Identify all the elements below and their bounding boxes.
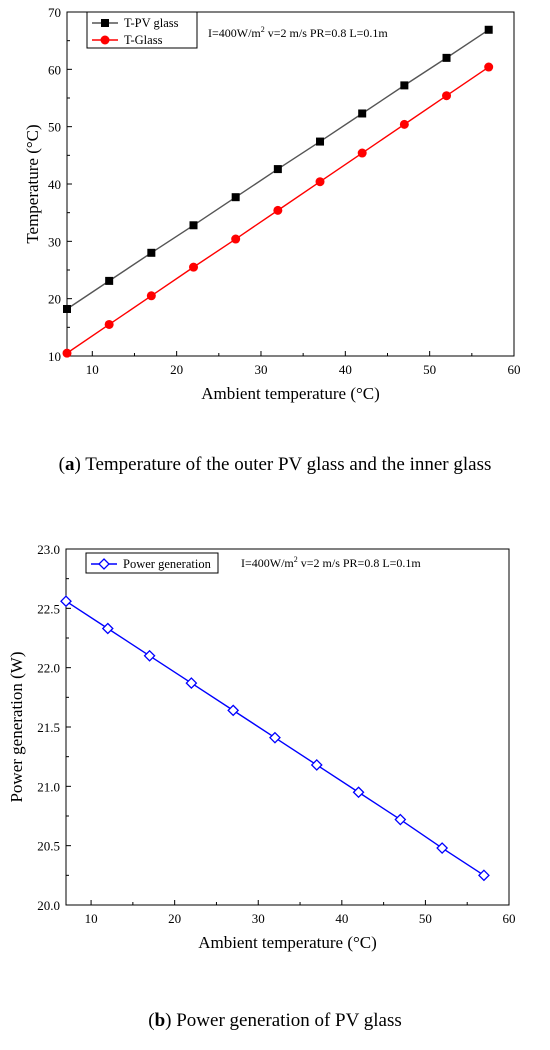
caption-b-label: b bbox=[154, 1010, 166, 1031]
chart-a-legend-marker bbox=[100, 35, 110, 45]
chart-b-data-point bbox=[310, 759, 323, 771]
caption-a-label: a bbox=[64, 454, 75, 475]
chart-a-data-point bbox=[358, 109, 367, 118]
chart-b-data-point bbox=[185, 677, 198, 690]
chart-b-data-point bbox=[394, 813, 407, 826]
chart-b-data-point bbox=[478, 869, 490, 882]
chart-b-data-point bbox=[143, 649, 156, 662]
chart-b-legend-label: Power generation bbox=[123, 557, 212, 571]
chart-a-data-point bbox=[105, 276, 114, 285]
chart-a-data-point bbox=[104, 319, 114, 329]
chart-a-x-tick-label: 20 bbox=[170, 362, 183, 377]
chart-b-y-tick-label: 20.5 bbox=[37, 839, 60, 854]
chart-b-legend-box bbox=[85, 552, 219, 574]
chart-b-y-tick-label: 22.0 bbox=[37, 661, 60, 676]
caption-a: (a) Temperature of the outer PV glass an… bbox=[58, 454, 492, 475]
chart-a-legend-label: T-Glass bbox=[124, 33, 163, 47]
chart-a-data-point bbox=[231, 193, 240, 202]
chart-b-data-point bbox=[269, 731, 281, 744]
chart-b-annotation: I=400W/m2 v=2 m/s PR=0.8 L=0.1m bbox=[241, 555, 421, 570]
chart-b-y-axis-label: Power generation (W) bbox=[7, 651, 26, 802]
chart-a-plot-frame bbox=[66, 11, 515, 357]
caption-b: (b) Power generation of PV glass bbox=[148, 1010, 402, 1031]
chart-a-data-point bbox=[147, 248, 156, 257]
chart-a-legend-label: T-PV glass bbox=[124, 16, 179, 30]
chart-a-data-point bbox=[442, 91, 452, 101]
chart-a-y-tick-label: 30 bbox=[48, 234, 61, 249]
chart-a-x-tick-label: 40 bbox=[339, 362, 352, 377]
chart-a-y-tick-label: 10 bbox=[48, 349, 61, 364]
chart-a-data-point bbox=[315, 177, 325, 187]
chart-b-data-point bbox=[227, 704, 240, 717]
chart-b-x-axis-label: Ambient temperature (°C) bbox=[198, 933, 377, 952]
chart-a-data-point bbox=[62, 348, 72, 358]
chart-a-data-point bbox=[146, 291, 156, 301]
chart-b-y-tick-label: 20.0 bbox=[37, 898, 60, 913]
chart-b-y-tick-label: 23.0 bbox=[37, 542, 60, 557]
chart-b-x-tick-label: 30 bbox=[252, 911, 265, 926]
chart-a-data-point bbox=[273, 205, 283, 215]
chart-b-data-point bbox=[352, 786, 365, 799]
chart-b-x-tick-label: 10 bbox=[85, 911, 98, 926]
chart-a-x-tick-label: 30 bbox=[254, 362, 267, 377]
chart-a-y-tick-label: 50 bbox=[48, 120, 61, 135]
chart-a-data-point bbox=[231, 234, 241, 244]
chart-b-legend-marker bbox=[98, 558, 110, 570]
chart-a-y-tick-label: 60 bbox=[48, 62, 61, 77]
chart-a-data-point bbox=[63, 304, 71, 313]
chart-b-y-tick-label: 22.5 bbox=[37, 601, 60, 616]
chart-power-generation: 10 20 30 40 50 60 20.0 20.5 21.0 21.5 22.0 22.5 23.0… bbox=[7, 542, 516, 952]
chart-b-y-tick-label: 21.5 bbox=[37, 720, 60, 735]
chart-a-data-point bbox=[316, 137, 325, 146]
chart-b-x-tick-label: 40 bbox=[335, 911, 348, 926]
chart-b-data-point bbox=[60, 595, 72, 608]
chart-a-legend-marker bbox=[101, 19, 109, 27]
chart-b-y-tick-label: 21.0 bbox=[37, 779, 60, 794]
chart-a-data-point bbox=[189, 221, 198, 230]
chart-b-x-tick-label: 20 bbox=[168, 911, 181, 926]
chart-b-data-point bbox=[101, 622, 114, 635]
chart-a-y-tick-label: 70 bbox=[48, 5, 61, 20]
chart-a-data-point bbox=[400, 81, 409, 90]
chart-a-data-point bbox=[189, 262, 199, 272]
chart-a-y-tick-label: 40 bbox=[48, 177, 61, 192]
chart-temperature: 10 20 30 40 50 60 10 20 30 40 50 60 70 Ambient temper… bbox=[23, 5, 521, 403]
chart-a-y-axis-label: Temperature (°C) bbox=[23, 124, 42, 243]
caption-b-text: Power generation of PV glass bbox=[171, 1010, 402, 1031]
caption-a-text: Temperature of the outer PV glass and th… bbox=[80, 454, 492, 475]
chart-a-x-tick-label: 60 bbox=[508, 362, 521, 377]
chart-a-data-point bbox=[273, 165, 282, 174]
chart-a-data-point bbox=[484, 25, 493, 34]
chart-a-annotation: I=400W/m2 v=2 m/s PR=0.8 L=0.1m bbox=[208, 25, 388, 40]
chart-b-x-tick-label: 50 bbox=[419, 911, 432, 926]
chart-a-x-axis-label: Ambient temperature (°C) bbox=[201, 384, 380, 403]
chart-a-data-point bbox=[442, 53, 451, 62]
chart-a-x-tick-label: 10 bbox=[86, 362, 99, 377]
chart-b-data-point bbox=[436, 842, 449, 854]
chart-a-data-point bbox=[399, 119, 409, 129]
chart-a-x-tick-label: 50 bbox=[423, 362, 436, 377]
chart-a-data-point bbox=[484, 62, 494, 72]
chart-a-data-point bbox=[357, 148, 367, 158]
chart-b-x-tick-label: 60 bbox=[503, 911, 516, 926]
chart-a-y-tick-label: 20 bbox=[48, 292, 61, 307]
